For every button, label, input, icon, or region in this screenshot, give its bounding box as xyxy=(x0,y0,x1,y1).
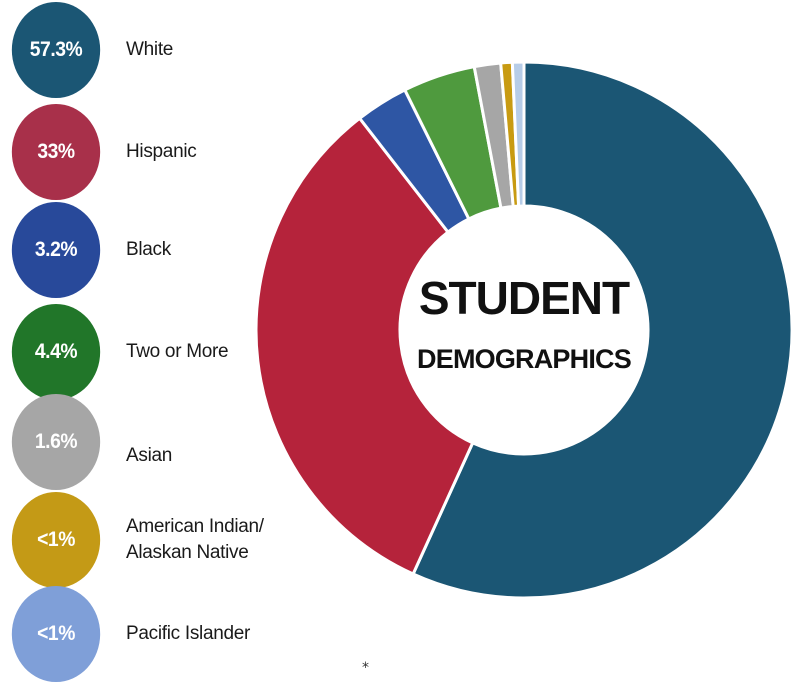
legend-badge-hispanic: 33% xyxy=(11,104,101,200)
legend-label-two-or-more: Two or More xyxy=(126,341,229,363)
donut-slice-hispanic xyxy=(256,116,475,576)
donut-chart: STUDENT DEMOGRAPHICS xyxy=(256,60,792,600)
donut-slice-pacific-islander xyxy=(510,60,526,208)
legend-label-white: White xyxy=(126,39,174,61)
legend-label-hispanic: Hispanic xyxy=(126,141,197,163)
legend-badge-american-indian: <1% xyxy=(11,492,101,588)
legend-item-asian: 1.6% Asian xyxy=(8,394,308,490)
legend-item-american-indian: <1% American Indian/ Alaskan Native xyxy=(8,492,308,588)
donut-slices xyxy=(256,60,792,600)
legend-badge-pacific-islander: <1% xyxy=(11,586,101,682)
legend-badge-two-or-more: 4.4% xyxy=(11,304,101,400)
chart-title: STUDENT xyxy=(419,272,630,324)
legend-label-asian: Asian xyxy=(126,445,173,467)
legend-item-white: 57.3% White xyxy=(8,2,308,98)
donut-slice-white xyxy=(411,60,792,600)
legend-item-pacific-islander: <1% Pacific Islander xyxy=(8,586,308,682)
chart-subtitle: DEMOGRAPHICS xyxy=(417,344,631,374)
legend-badge-white: 57.3% xyxy=(11,2,101,98)
legend-item-two-or-more: 4.4% Two or More xyxy=(8,304,308,400)
legend-label-black: Black xyxy=(126,239,171,261)
chart-legend: 57.3% White 33% Hispanic 3.2% Black 4.4%… xyxy=(0,0,300,685)
footnote-asterisk: * xyxy=(362,660,369,676)
legend-label-pacific-islander: Pacific Islander xyxy=(126,623,251,645)
legend-item-hispanic: 33% Hispanic xyxy=(8,104,308,200)
legend-item-black: 3.2% Black xyxy=(8,202,308,298)
legend-label-american-indian: American Indian/ Alaskan Native xyxy=(126,516,264,563)
legend-badge-asian: 1.6% xyxy=(11,394,101,490)
legend-badge-black: 3.2% xyxy=(11,202,101,298)
